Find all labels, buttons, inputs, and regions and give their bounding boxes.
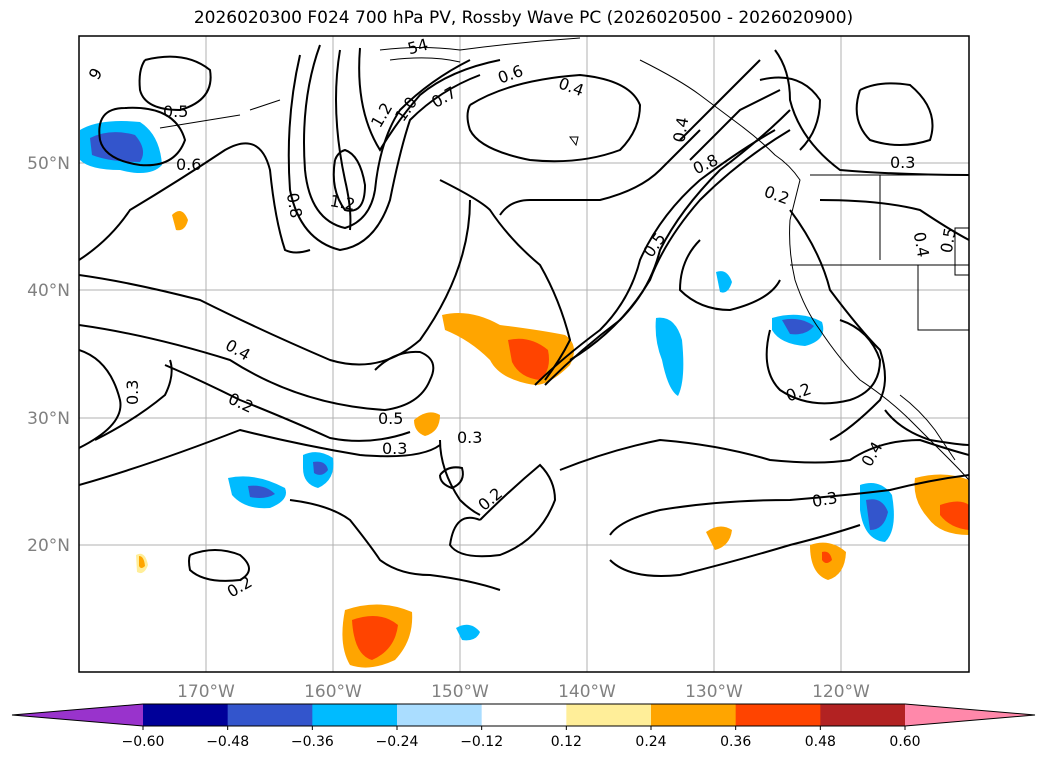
lat-tick-label: 20°N <box>27 536 70 556</box>
contour-label: 0.3 <box>890 153 915 172</box>
colorbar-tick-label: 0.24 <box>635 734 666 750</box>
contour-label: 0.6 <box>176 155 201 174</box>
filled-anomalies <box>80 121 969 668</box>
colorbar-tick-label: −0.48 <box>206 734 249 750</box>
contour-label: 0.3 <box>810 488 838 511</box>
coastlines <box>159 37 969 481</box>
map-frame <box>78 35 970 673</box>
contour-label: 0.3 <box>382 439 407 458</box>
colorbar-tick-label: −0.12 <box>460 734 503 750</box>
colorbar-extend-low <box>12 704 143 726</box>
colorbar-extend-high <box>905 704 1035 726</box>
lon-tick-label: 120°W <box>812 682 870 702</box>
colorbar-tick-label: −0.60 <box>122 734 165 750</box>
colorbar-segment <box>651 704 737 726</box>
colorbar-segment <box>312 704 398 726</box>
colorbar-tick-label: −0.36 <box>291 734 334 750</box>
contour-label: 0.4 <box>910 230 933 258</box>
lon-tick-label: 130°W <box>685 682 743 702</box>
lat-tick-label: 50°N <box>27 154 70 174</box>
colorbar-tick-label: 0.12 <box>551 734 582 750</box>
contour-label: 0.5 <box>378 409 403 428</box>
colorbar: −0.60 −0.48 −0.36 −0.24 −0.12 0.12 0.24 0.36 0.4… <box>11 703 1036 750</box>
contour-label: 0.3 <box>123 380 142 405</box>
lat-tick-labels: 50°N 40°N 30°N 20°N <box>27 154 70 556</box>
colorbar-segment <box>143 704 229 726</box>
colorbar-segment <box>227 704 313 726</box>
contour-label: 0.8 <box>283 191 306 219</box>
colorbar-segment <box>566 704 652 726</box>
lat-tick-label: 30°N <box>27 409 70 429</box>
lat-tick-label: 40°N <box>27 281 70 301</box>
colorbar-tick-label: 0.48 <box>805 734 836 750</box>
contour-label: 0.5 <box>163 102 188 121</box>
contour-label: 0.4 <box>669 116 692 144</box>
lon-tick-labels: 170°W 160°W 150°W 140°W 130°W 120°W <box>177 682 870 702</box>
chart-title: 2026020300 F024 700 hPa PV, Rossby Wave … <box>193 8 854 28</box>
lon-tick-label: 160°W <box>304 682 362 702</box>
colorbar-segment <box>397 704 483 726</box>
contour-label: 0.5 <box>937 226 960 254</box>
lon-tick-label: 170°W <box>177 682 235 702</box>
lon-tick-label: 140°W <box>558 682 616 702</box>
colorbar-segment <box>735 704 821 726</box>
lon-tick-label: 150°W <box>431 682 489 702</box>
colorbar-segment <box>820 704 906 726</box>
contour-label: 1.2 <box>328 191 356 214</box>
contour-label: 0.3 <box>457 428 482 447</box>
colorbar-segment <box>481 704 567 726</box>
colorbar-tick-label: 0.36 <box>720 734 751 750</box>
pv-contours <box>79 44 969 591</box>
colorbar-tick-label: −0.24 <box>376 734 419 750</box>
contour-label: 54 <box>405 35 430 59</box>
colorbar-tick-label: 0.60 <box>889 734 920 750</box>
